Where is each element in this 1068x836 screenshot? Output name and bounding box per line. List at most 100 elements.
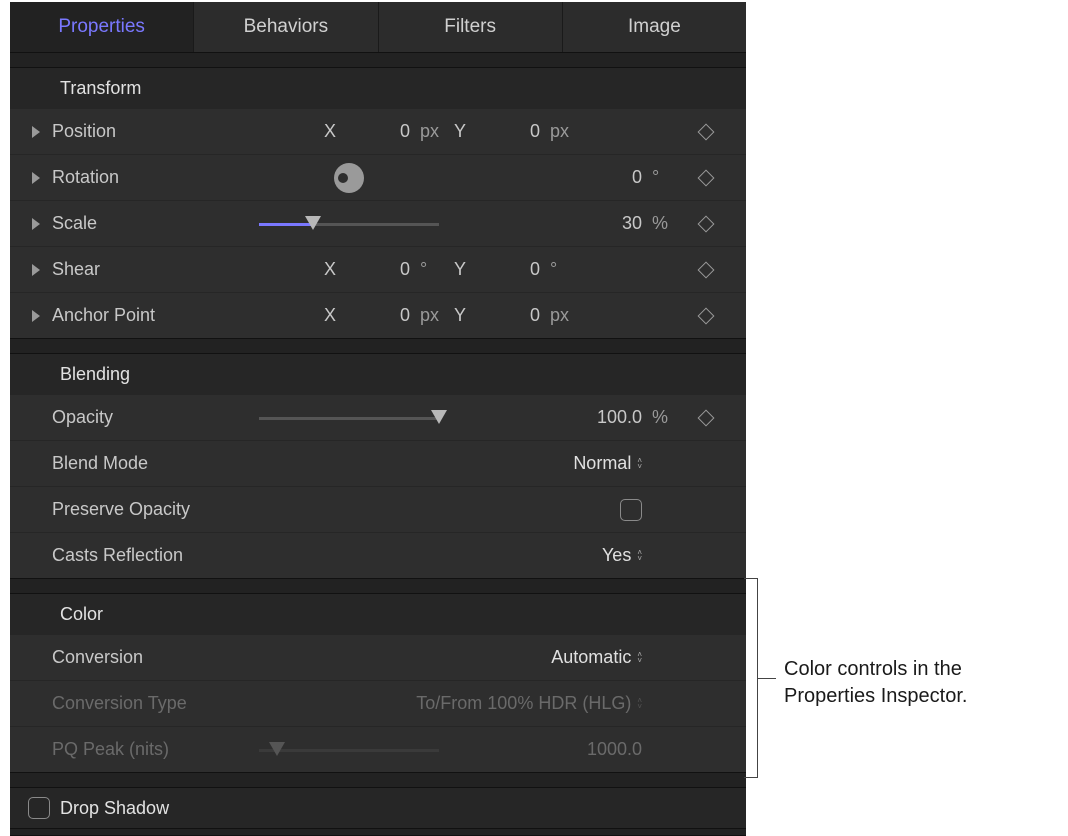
pq-peak-value: 1000.0: [587, 739, 642, 760]
stepper-icon: ˄˅: [637, 698, 642, 710]
blend-mode-popup[interactable]: Normal ˄˅: [573, 453, 642, 474]
conversion-type-popup: To/From 100% HDR (HLG) ˄˅: [416, 693, 642, 714]
keyframe-icon[interactable]: [698, 215, 715, 232]
row-casts-reflection: Casts Reflection Yes ˄˅: [10, 532, 746, 578]
tab-behaviors[interactable]: Behaviors: [194, 2, 378, 52]
position-y-value[interactable]: 0: [480, 121, 540, 142]
casts-reflection-value: Yes: [602, 545, 631, 566]
disclosure-icon[interactable]: [32, 172, 40, 184]
conversion-label: Conversion: [52, 647, 222, 668]
scale-value[interactable]: 30: [602, 213, 642, 234]
row-preserve-opacity: Preserve Opacity: [10, 486, 746, 532]
rotation-label: Rotation: [52, 167, 222, 188]
keyframe-icon[interactable]: [698, 307, 715, 324]
section-title: Drop Shadow: [60, 798, 169, 819]
keyframe-icon[interactable]: [698, 261, 715, 278]
opacity-unit: %: [652, 407, 676, 428]
tab-properties[interactable]: Properties: [10, 2, 194, 52]
shear-label: Shear: [52, 259, 222, 280]
stepper-icon: ˄˅: [637, 652, 642, 664]
axis-x-label: X: [324, 305, 336, 326]
anchor-y-value[interactable]: 0: [480, 305, 540, 326]
anchor-x-unit: px: [420, 305, 444, 326]
inspector-tabs: Properties Behaviors Filters Image: [10, 2, 746, 52]
row-rotation: Rotation 0 °: [10, 154, 746, 200]
axis-y-label: Y: [454, 121, 466, 142]
axis-x-label: X: [324, 121, 336, 142]
row-blend-mode: Blend Mode Normal ˄˅: [10, 440, 746, 486]
section-color-header[interactable]: Color: [10, 594, 746, 634]
bracket-stem: [758, 678, 776, 679]
rotation-unit: °: [652, 167, 676, 188]
row-scale: Scale 30 %: [10, 200, 746, 246]
row-anchor-point: Anchor Point X 0 px Y 0 px: [10, 292, 746, 338]
section-title: Transform: [60, 78, 141, 99]
annotation-line-2: Properties Inspector.: [784, 683, 967, 710]
disclosure-icon[interactable]: [32, 264, 40, 276]
stepper-icon: ˄˅: [637, 458, 642, 470]
preserve-opacity-label: Preserve Opacity: [52, 499, 222, 520]
shear-x-unit: °: [420, 259, 444, 280]
blend-mode-value: Normal: [573, 453, 631, 474]
row-conversion: Conversion Automatic ˄˅: [10, 634, 746, 680]
rotation-value[interactable]: 0: [602, 167, 642, 188]
scale-slider[interactable]: [259, 214, 439, 234]
shear-y-value[interactable]: 0: [480, 259, 540, 280]
annotation-line-1: Color controls in the: [784, 656, 967, 683]
conversion-type-label: Conversion Type: [52, 693, 222, 714]
disclosure-icon[interactable]: [32, 218, 40, 230]
shear-y-unit: °: [550, 259, 574, 280]
separator: [10, 772, 746, 788]
stepper-icon: ˄˅: [637, 550, 642, 562]
pq-peak-slider: [259, 740, 439, 760]
keyframe-icon[interactable]: [698, 123, 715, 140]
casts-reflection-popup[interactable]: Yes ˄˅: [602, 545, 642, 566]
section-drop-shadow-header[interactable]: Drop Shadow: [10, 788, 746, 828]
row-conversion-type: Conversion Type To/From 100% HDR (HLG) ˄…: [10, 680, 746, 726]
keyframe-icon[interactable]: [698, 409, 715, 426]
anchor-y-unit: px: [550, 305, 574, 326]
scale-label: Scale: [52, 213, 222, 234]
section-title: Color: [60, 604, 103, 625]
properties-inspector: Properties Behaviors Filters Image Trans…: [10, 2, 746, 836]
position-x-unit: px: [420, 121, 444, 142]
anchor-label: Anchor Point: [52, 305, 222, 326]
pq-peak-label: PQ Peak (nits): [52, 739, 222, 760]
conversion-value: Automatic: [551, 647, 631, 668]
section-transform-header[interactable]: Transform: [10, 68, 746, 108]
disclosure-icon[interactable]: [32, 310, 40, 322]
row-pq-peak: PQ Peak (nits) 1000.0: [10, 726, 746, 772]
tab-filters[interactable]: Filters: [379, 2, 563, 52]
position-x-value[interactable]: 0: [350, 121, 410, 142]
shear-x-value[interactable]: 0: [350, 259, 410, 280]
opacity-value[interactable]: 100.0: [597, 407, 642, 428]
section-title: Blending: [60, 364, 130, 385]
separator: [10, 52, 746, 68]
row-position: Position X 0 px Y 0 px: [10, 108, 746, 154]
opacity-label: Opacity: [52, 407, 222, 428]
separator: [10, 578, 746, 594]
section-blending-header[interactable]: Blending: [10, 354, 746, 394]
axis-y-label: Y: [454, 259, 466, 280]
bracket-icon: [744, 578, 758, 778]
scale-unit: %: [652, 213, 676, 234]
conversion-popup[interactable]: Automatic ˄˅: [551, 647, 642, 668]
casts-reflection-label: Casts Reflection: [52, 545, 222, 566]
blend-mode-label: Blend Mode: [52, 453, 222, 474]
anchor-x-value[interactable]: 0: [350, 305, 410, 326]
tab-image[interactable]: Image: [563, 2, 746, 52]
keyframe-icon[interactable]: [698, 169, 715, 186]
position-label: Position: [52, 121, 222, 142]
drop-shadow-checkbox[interactable]: [28, 797, 50, 819]
disclosure-icon[interactable]: [32, 126, 40, 138]
opacity-slider[interactable]: [259, 408, 439, 428]
separator: [10, 828, 746, 836]
preserve-opacity-checkbox[interactable]: [620, 499, 642, 521]
conversion-type-value: To/From 100% HDR (HLG): [416, 693, 631, 714]
rotation-dial[interactable]: [334, 163, 364, 193]
position-y-unit: px: [550, 121, 574, 142]
row-opacity: Opacity 100.0 %: [10, 394, 746, 440]
row-shear: Shear X 0 ° Y 0 °: [10, 246, 746, 292]
separator: [10, 338, 746, 354]
axis-y-label: Y: [454, 305, 466, 326]
